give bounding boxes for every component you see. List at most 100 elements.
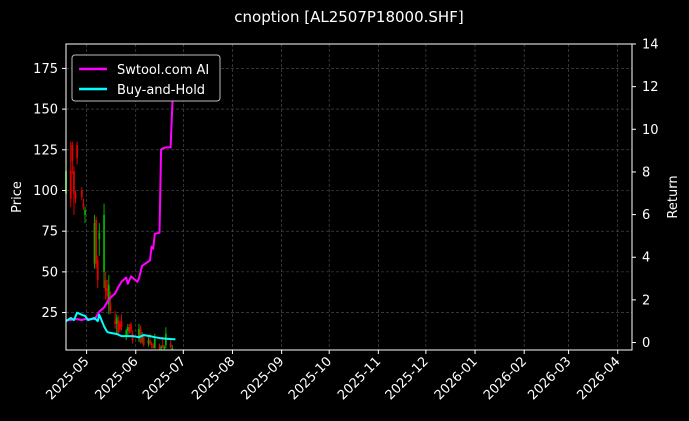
candle bbox=[80, 187, 83, 201]
y-axis-ticks: 25 50 75 100 125 150 175 bbox=[33, 62, 66, 321]
y-tick-label: 175 bbox=[33, 62, 58, 77]
plot-frame bbox=[65, 43, 633, 351]
candle-body bbox=[109, 304, 112, 311]
candle bbox=[139, 325, 142, 344]
candle bbox=[84, 206, 86, 224]
y-tick-label: 150 bbox=[33, 103, 58, 118]
candle-body bbox=[103, 214, 105, 272]
y2-axis-label: Return bbox=[666, 175, 681, 218]
buy-hold-line bbox=[65, 311, 176, 341]
x-tick-label: 2025-10 bbox=[286, 354, 335, 403]
x-tick-label: 2025-06 bbox=[93, 354, 142, 403]
candle bbox=[126, 323, 129, 336]
candle-body bbox=[115, 317, 118, 324]
candle bbox=[152, 343, 155, 349]
candle bbox=[169, 340, 172, 349]
candle-body bbox=[93, 223, 96, 264]
candle-body bbox=[69, 170, 72, 199]
y2-tick-label: 8 bbox=[642, 165, 650, 180]
candle-body bbox=[138, 328, 140, 339]
candle bbox=[103, 203, 105, 289]
candle bbox=[74, 190, 77, 204]
grid bbox=[66, 44, 632, 350]
candle-body bbox=[71, 144, 74, 162]
x-tick-label: 2026-03 bbox=[525, 354, 574, 403]
y2-tick-label: 12 bbox=[642, 80, 659, 95]
candle bbox=[104, 271, 107, 300]
candle-body bbox=[147, 340, 150, 344]
x-tick-label: 2025-09 bbox=[238, 354, 287, 403]
candle-body bbox=[84, 210, 86, 215]
candle-body bbox=[73, 170, 75, 194]
y-axis-label: Price bbox=[10, 181, 25, 213]
candle bbox=[119, 320, 121, 333]
candle-body bbox=[150, 343, 153, 346]
candle-body bbox=[104, 280, 107, 292]
candle bbox=[71, 141, 74, 175]
candle-body bbox=[126, 327, 129, 331]
candle-body bbox=[96, 260, 99, 281]
candle bbox=[138, 323, 140, 342]
y2-tick-label: 14 bbox=[642, 38, 659, 53]
candle-body bbox=[161, 345, 164, 347]
y-tick-label: 100 bbox=[33, 184, 58, 199]
candle bbox=[125, 328, 128, 341]
candle-body bbox=[158, 346, 161, 349]
candle-body bbox=[119, 323, 121, 329]
y2-axis-ticks: 0 2 4 6 8 10 12 14 bbox=[632, 38, 659, 351]
candle-body bbox=[76, 144, 78, 158]
x-tick-label: 2025-05 bbox=[43, 354, 92, 403]
x-tick-label: 2025-07 bbox=[140, 354, 189, 403]
y2-tick-label: 2 bbox=[642, 293, 650, 308]
candle bbox=[115, 314, 118, 334]
y2-tick-label: 0 bbox=[642, 336, 650, 351]
y-tick-label: 25 bbox=[41, 306, 58, 321]
candle-body bbox=[171, 348, 174, 350]
series-lines bbox=[65, 54, 177, 341]
x-tick-label: 2026-02 bbox=[481, 354, 530, 403]
candle bbox=[160, 345, 163, 350]
x-tick-label: 2025-11 bbox=[335, 354, 384, 403]
candle-body bbox=[153, 338, 156, 349]
y2-tick-label: 4 bbox=[642, 251, 650, 266]
y-tick-label: 125 bbox=[33, 143, 58, 158]
candle bbox=[130, 322, 132, 334]
candle bbox=[158, 343, 161, 350]
candle bbox=[73, 166, 75, 215]
candle bbox=[117, 315, 120, 336]
x-tick-label: 2025-08 bbox=[189, 354, 238, 403]
candle-body bbox=[163, 346, 166, 349]
candle bbox=[150, 341, 153, 349]
candle-body bbox=[82, 203, 85, 207]
candle-body bbox=[114, 320, 117, 324]
candle-body bbox=[80, 190, 83, 197]
candle bbox=[107, 275, 110, 315]
x-tick-label: 2026-01 bbox=[432, 354, 481, 403]
candle-body bbox=[107, 284, 110, 305]
candle bbox=[109, 291, 112, 315]
candle-body bbox=[160, 346, 163, 349]
candle-body bbox=[130, 323, 132, 331]
candle-body bbox=[106, 288, 109, 297]
candle-body bbox=[74, 193, 77, 199]
candle bbox=[93, 214, 96, 269]
candle bbox=[69, 141, 72, 207]
candle bbox=[153, 333, 156, 349]
candle bbox=[171, 345, 174, 350]
x-tick-label: 2026-04 bbox=[575, 354, 624, 403]
candle bbox=[120, 314, 123, 331]
candle bbox=[147, 336, 150, 347]
candle bbox=[114, 310, 117, 329]
candle bbox=[141, 332, 144, 344]
candle-body bbox=[169, 343, 172, 347]
candle-body bbox=[142, 336, 145, 346]
candle-body bbox=[125, 330, 128, 337]
legend: Swtool.com AI Buy-and-Hold bbox=[71, 54, 221, 102]
y2-tick-label: 10 bbox=[642, 123, 659, 138]
legend-box bbox=[71, 54, 221, 102]
chart-title: cnoption [AL2507P18000.SHF] bbox=[234, 8, 463, 26]
candle bbox=[96, 255, 99, 289]
candle-body bbox=[128, 327, 131, 333]
